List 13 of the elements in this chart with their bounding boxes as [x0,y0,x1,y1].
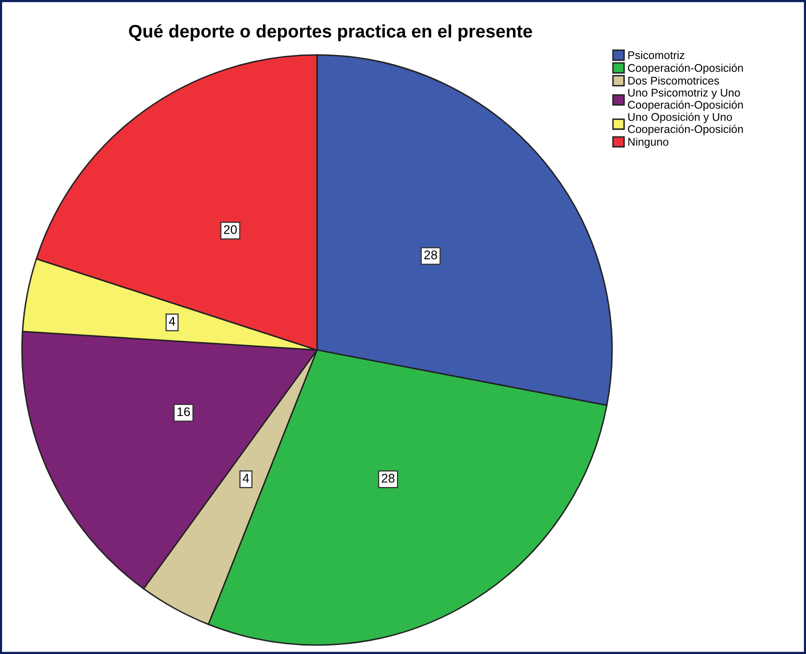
data-label: 4 [242,474,250,483]
legend-label: Dos Piscomotrices [628,76,720,85]
legend-label: Uno Oposición y Uno Cooperación-Oposición [628,112,743,136]
data-label: 16 [178,407,190,416]
legend-label: Uno Psicomotriz y Uno Cooperación-Oposición [628,88,743,111]
data-label: 28 [382,474,394,483]
legend-label: Cooperación-Oposición [628,64,743,74]
data-label: 4 [168,316,176,326]
data-label: 28 [424,250,438,260]
chart-title: Qué deporte o deportes practica en el presente [129,24,532,42]
legend-label: Psicomotriz [628,50,684,60]
legend-label: Ninguno [628,138,668,148]
data-label: 20 [224,225,237,234]
